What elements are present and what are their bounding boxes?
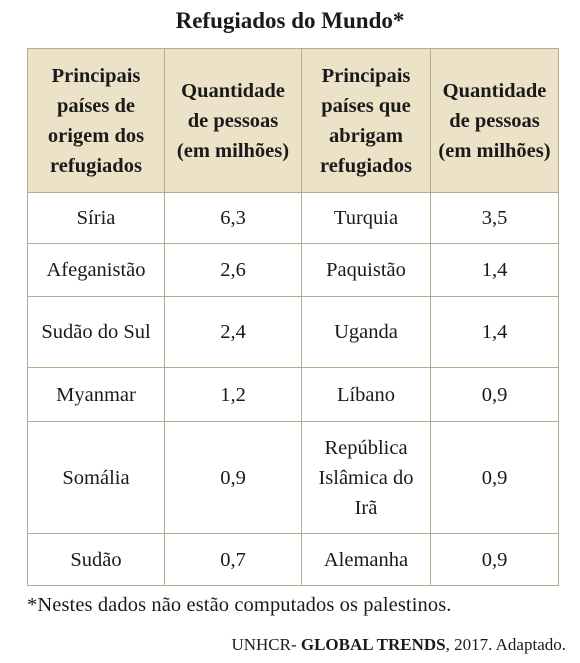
host-country-cell: República Islâmica do Irã [301,421,431,534]
host-quantity-cell: 0,9 [430,367,559,422]
origin-quantity-cell: 0,7 [164,533,302,586]
table-row: Síria 6,3 Turquia 3,5 [27,192,559,244]
host-quantity-cell: 3,5 [430,192,559,244]
table-row: Sudão do Sul 2,4 Uganda 1,4 [27,296,559,368]
origin-country-cell: Myanmar [27,367,165,422]
table-row: Sudão 0,7 Alemanha 0,9 [27,533,559,586]
host-quantity-cell: 0,9 [430,421,559,534]
origin-country-cell: Somália [27,421,165,534]
header-host-country: Principais países que abrigam refugiados [301,48,431,193]
host-country-cell: Paquistão [301,243,431,297]
origin-quantity-cell: 2,4 [164,296,302,368]
header-origin-country: Principais países de origem dos refugiad… [27,48,165,193]
origin-quantity-cell: 6,3 [164,192,302,244]
table-row: Afeganistão 2,6 Paquistão 1,4 [27,243,559,297]
origin-country-cell: Síria [27,192,165,244]
origin-country-cell: Sudão do Sul [27,296,165,368]
host-quantity-cell: 1,4 [430,243,559,297]
host-country-cell: Uganda [301,296,431,368]
origin-quantity-cell: 0,9 [164,421,302,534]
origin-quantity-cell: 1,2 [164,367,302,422]
source-citation: UNHCR- GLOBAL TRENDS, 2017. Adaptado. [231,635,566,655]
table-row: Myanmar 1,2 Líbano 0,9 [27,367,559,422]
host-country-cell: Líbano [301,367,431,422]
origin-country-cell: Sudão [27,533,165,586]
origin-quantity-cell: 2,6 [164,243,302,297]
table-row: Somália 0,9 República Islâmica do Irã 0,… [27,421,559,534]
refugees-table: Principais países de origem dos refugiad… [27,48,559,586]
origin-country-cell: Afeganistão [27,243,165,297]
table-title: Refugiados do Mundo* [175,8,405,33]
host-country-cell: Turquia [301,192,431,244]
host-quantity-cell: 0,9 [430,533,559,586]
header-origin-quantity: Quantidade de pessoas (em milhões) [164,48,302,193]
header-row: Principais países de origem dos refugiad… [27,48,559,193]
footnote: *Nestes dados não estão computados os pa… [27,594,452,616]
header-host-quantity: Quantidade de pessoas (em milhões) [430,48,559,193]
source-prefix: UNHCR- [231,635,301,654]
source-suffix: , 2017. Adaptado. [445,635,566,654]
source-publication: GLOBAL TRENDS [300,635,446,654]
host-country-cell: Alemanha [301,533,431,586]
host-quantity-cell: 1,4 [430,296,559,368]
